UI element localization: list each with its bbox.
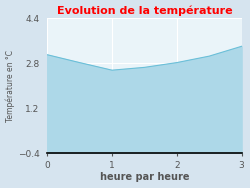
Y-axis label: Température en °C: Température en °C [6, 50, 15, 122]
Title: Evolution de la température: Evolution de la température [56, 6, 232, 16]
X-axis label: heure par heure: heure par heure [100, 172, 189, 182]
